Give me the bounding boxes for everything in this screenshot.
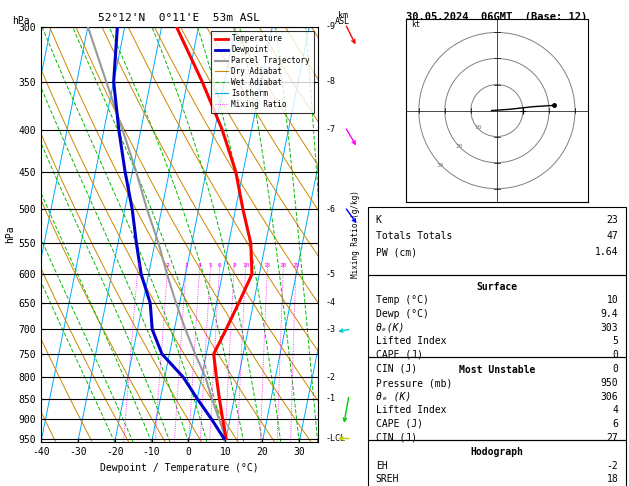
Text: Surface: Surface [476,282,518,292]
Text: θₑ(K): θₑ(K) [376,323,405,333]
Text: CAPE (J): CAPE (J) [376,350,423,360]
Text: Lifted Index: Lifted Index [376,405,446,416]
Y-axis label: hPa: hPa [6,226,16,243]
Text: 20: 20 [279,263,287,268]
Text: km: km [338,11,348,20]
Text: 30.05.2024  06GMT  (Base: 12): 30.05.2024 06GMT (Base: 12) [406,12,587,22]
Text: -3: -3 [325,325,335,334]
Text: 23: 23 [606,215,618,226]
Text: 8: 8 [232,263,236,268]
Text: 30: 30 [437,163,445,168]
Text: -9: -9 [325,22,335,31]
Text: 47: 47 [606,231,618,242]
Text: -6: -6 [325,205,335,214]
Text: CIN (J): CIN (J) [376,433,417,443]
Text: 1: 1 [136,263,140,268]
Text: -2: -2 [606,461,618,471]
Text: -LCL: -LCL [325,434,345,443]
Text: 303: 303 [601,323,618,333]
Text: -1: -1 [325,394,335,403]
Text: SREH: SREH [376,474,399,485]
Text: 20: 20 [455,144,463,149]
Text: 950: 950 [601,378,618,388]
Text: -4: -4 [325,298,335,308]
Text: 2: 2 [166,263,170,268]
Text: 306: 306 [601,392,618,402]
Text: 6: 6 [612,419,618,429]
Text: kt: kt [411,20,420,29]
Text: 5: 5 [612,336,618,347]
Text: 25: 25 [292,263,299,268]
Text: K: K [376,215,382,226]
X-axis label: Dewpoint / Temperature (°C): Dewpoint / Temperature (°C) [100,463,259,473]
Text: hPa: hPa [13,17,30,26]
Bar [368,440,626,486]
Text: 3: 3 [184,263,188,268]
Text: -8: -8 [325,77,335,87]
Text: 4: 4 [612,405,618,416]
Text: 6: 6 [218,263,221,268]
Legend: Temperature, Dewpoint, Parcel Trajectory, Dry Adiabat, Wet Adiabat, Isotherm, Mi: Temperature, Dewpoint, Parcel Trajectory… [211,31,314,113]
Text: 18: 18 [606,474,618,485]
Text: 0: 0 [612,364,618,374]
Text: 10: 10 [606,295,618,306]
Text: θₑ (K): θₑ (K) [376,392,411,402]
Bar [368,207,626,275]
Text: -2: -2 [325,373,335,382]
Text: CAPE (J): CAPE (J) [376,419,423,429]
Text: Temp (°C): Temp (°C) [376,295,428,306]
Text: 15: 15 [264,263,271,268]
Text: 0: 0 [612,350,618,360]
Text: Lifted Index: Lifted Index [376,336,446,347]
Text: 9.4: 9.4 [601,309,618,319]
Text: -5: -5 [325,270,335,279]
Text: CIN (J): CIN (J) [376,364,417,374]
Text: 10: 10 [474,125,482,130]
Bar [368,357,626,440]
Title: 52°12'N  0°11'E  53m ASL: 52°12'N 0°11'E 53m ASL [98,13,260,23]
Text: Dewp (°C): Dewp (°C) [376,309,428,319]
Text: 5: 5 [209,263,213,268]
Text: ASL: ASL [335,17,350,26]
Text: -7: -7 [325,125,335,134]
Text: 4: 4 [198,263,201,268]
Text: 27: 27 [606,433,618,443]
Text: PW (cm): PW (cm) [376,247,417,258]
Text: 10: 10 [242,263,250,268]
Text: Hodograph: Hodograph [470,447,523,457]
Text: Mixing Ratio (g/kg): Mixing Ratio (g/kg) [351,191,360,278]
Text: Pressure (mb): Pressure (mb) [376,378,452,388]
Text: Most Unstable: Most Unstable [459,364,535,375]
Text: EH: EH [376,461,387,471]
Bar [368,275,626,357]
Text: 1.64: 1.64 [594,247,618,258]
Text: Totals Totals: Totals Totals [376,231,452,242]
